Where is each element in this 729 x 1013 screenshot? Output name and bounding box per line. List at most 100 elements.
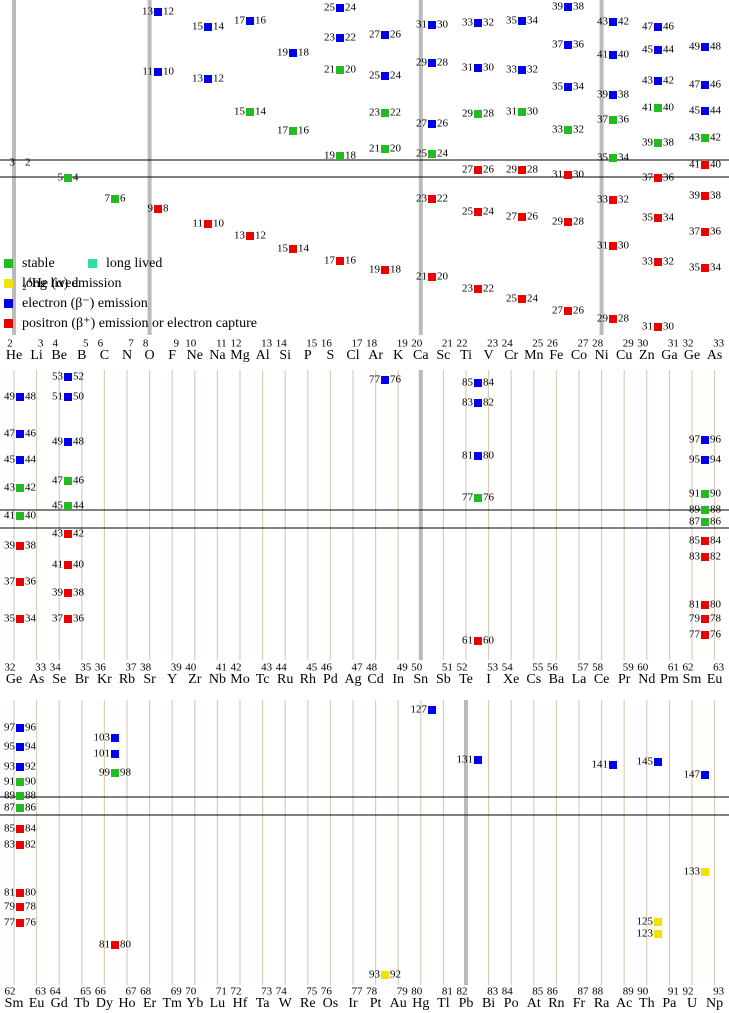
nuclide-mark — [428, 120, 436, 128]
node-label-left: 17 — [277, 125, 289, 137]
element-symbol: O — [145, 348, 155, 363]
nuclide-mark — [701, 537, 709, 545]
node-label-left: 97 — [689, 434, 701, 446]
atomic-number: 91 — [668, 986, 679, 998]
atomic-number: 5 — [83, 338, 89, 350]
node-label-left: 37 — [52, 613, 64, 625]
atomic-number: 66 — [95, 986, 107, 998]
node-label-left: 5 — [58, 172, 64, 184]
node-label-left: 81 — [99, 939, 110, 951]
node-label-right: 28 — [483, 108, 495, 120]
atomic-number: 15 — [306, 338, 318, 350]
node-label-right: 48 — [710, 41, 722, 53]
atomic-number: 7 — [128, 338, 134, 350]
element-symbol: As — [29, 672, 45, 687]
nuclide-mark — [701, 553, 709, 561]
node-label-left: 15 — [192, 21, 204, 33]
node-label-right: 32 — [618, 194, 629, 206]
node-label-right: 50 — [73, 391, 85, 403]
nuclide-mark — [701, 107, 709, 115]
atomic-number: 47 — [352, 662, 364, 674]
element-symbol: Sr — [143, 672, 156, 687]
node-label-right: 26 — [573, 305, 585, 317]
atomic-number: 28 — [592, 338, 604, 350]
atomic-number: 81 — [442, 986, 453, 998]
element-symbol: W — [279, 996, 293, 1011]
nuclide-mark — [474, 19, 482, 27]
nuclide-mark — [701, 456, 709, 464]
nuclide-mark — [474, 110, 482, 118]
node-label-right: 46 — [73, 475, 85, 487]
nuclide-mark — [64, 477, 72, 485]
node-label-left: 13 — [142, 6, 154, 18]
node-label-left: 95 — [689, 454, 701, 466]
node-label-right: 52 — [73, 371, 84, 383]
nuclide-mark — [609, 18, 617, 26]
atomic-number: 17 — [352, 338, 364, 350]
atomic-number: 87 — [578, 986, 590, 998]
nuclide-mark — [336, 34, 344, 42]
nuclide-mark — [336, 257, 344, 265]
nuclide-mark — [111, 750, 119, 758]
element-symbol: Yb — [186, 996, 203, 1011]
nuclide-mark — [381, 145, 389, 153]
node-label-right: 2 — [25, 157, 31, 169]
nuclide-mark — [701, 506, 709, 514]
element-symbol: Re — [300, 996, 316, 1011]
node-label-right: 26 — [483, 164, 495, 176]
node-label-left: 21 — [416, 271, 427, 283]
element-symbol: C — [100, 348, 109, 363]
node-label-left: 43 — [597, 16, 609, 28]
node-label-right: 18 — [298, 47, 310, 59]
nuclide-mark — [564, 218, 572, 226]
atomic-number: 35 — [80, 662, 92, 674]
element-symbol: Ge — [684, 348, 700, 363]
element-symbol: Pt — [370, 996, 382, 1011]
nuclide-mark — [474, 494, 482, 502]
node-label-right: 92 — [390, 969, 401, 981]
node-label-right: 6 — [120, 193, 126, 205]
node-label-left: 27 — [416, 118, 428, 130]
atomic-number: 30 — [637, 338, 649, 350]
node-label-right: 96 — [710, 434, 722, 446]
nuclide-mark — [609, 116, 617, 124]
element-symbol: Nb — [209, 672, 226, 687]
element-symbol: Ne — [187, 348, 203, 363]
node-label-right: 14 — [255, 106, 267, 118]
node-label-left: 47 — [4, 428, 16, 440]
element-symbol: V — [484, 348, 494, 363]
node-label-left: 61 — [462, 635, 473, 647]
node-label-left: 41 — [642, 102, 653, 114]
nuclide-mark — [16, 792, 24, 800]
node-label-right: 84 — [483, 377, 495, 389]
node-label-right: 34 — [527, 15, 539, 27]
element-symbol: Mo — [230, 672, 249, 687]
node-label-left: 77 — [4, 917, 16, 929]
nuclide-mark — [16, 778, 24, 786]
atomic-number: 59 — [623, 662, 635, 674]
element-symbol: He — [6, 348, 22, 363]
legend-label: stable — [22, 256, 55, 271]
nuclide-mark — [428, 706, 436, 714]
nuclide-mark — [564, 307, 572, 315]
nuclide-mark — [701, 43, 709, 51]
atomic-number: 83 — [487, 986, 499, 998]
atomic-number: 41 — [216, 662, 227, 674]
atomic-number: 32 — [5, 662, 16, 674]
nuclide-mark — [654, 258, 662, 266]
node-label-right: 44 — [25, 454, 37, 466]
element-symbol: Ta — [256, 996, 271, 1011]
atomic-number: 31 — [668, 338, 679, 350]
node-label-right: 12 — [163, 6, 174, 18]
atomic-number: 21 — [442, 338, 453, 350]
element-symbol: In — [392, 672, 404, 687]
node-label-right: 60 — [483, 635, 495, 647]
node-label-left: 39 — [597, 89, 609, 101]
element-symbol: Co — [571, 348, 587, 363]
atomic-number: 75 — [306, 986, 318, 998]
nuclide-mark — [701, 228, 709, 236]
atomic-number: 11 — [216, 338, 227, 350]
legend-label: long lived — [106, 256, 162, 271]
element-symbol: Mg — [230, 348, 249, 363]
